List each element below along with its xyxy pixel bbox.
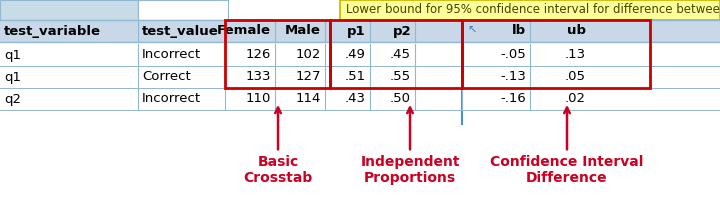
Text: ub: ub — [567, 24, 586, 38]
Text: ↖: ↖ — [467, 26, 477, 36]
Bar — [0, 88, 720, 110]
Text: 114: 114 — [296, 92, 321, 105]
Text: Basic
Crosstab: Basic Crosstab — [243, 108, 312, 185]
Bar — [462, 20, 650, 88]
Bar — [340, 0, 720, 20]
Text: lb: lb — [512, 24, 526, 38]
Text: 102: 102 — [296, 49, 321, 61]
Bar — [0, 66, 720, 88]
Text: .45: .45 — [390, 49, 411, 61]
Text: Male: Male — [285, 24, 321, 38]
Text: .55: .55 — [390, 71, 411, 83]
Text: .02: .02 — [565, 92, 586, 105]
Text: Lower bound for 95% confidence interval for difference between proportions: Lower bound for 95% confidence interval … — [346, 3, 720, 17]
Text: 110: 110 — [246, 92, 271, 105]
Text: 127: 127 — [295, 71, 321, 83]
Text: .05: .05 — [565, 71, 586, 83]
Text: .51: .51 — [345, 71, 366, 83]
Bar — [0, 20, 720, 42]
Text: Female: Female — [217, 24, 271, 38]
Bar — [138, 0, 228, 20]
Text: Independent
Proportions: Independent Proportions — [360, 108, 460, 185]
Bar — [0, 44, 720, 66]
Text: q1: q1 — [4, 49, 21, 61]
Text: 133: 133 — [246, 71, 271, 83]
Text: test_variable: test_variable — [4, 24, 101, 38]
Bar — [0, 0, 138, 20]
Text: p2: p2 — [392, 24, 411, 38]
Text: Confidence Interval
Difference: Confidence Interval Difference — [490, 108, 644, 185]
Text: test_value: test_value — [142, 24, 219, 38]
Text: q1: q1 — [4, 71, 21, 83]
Text: -.16: -.16 — [500, 92, 526, 105]
Bar — [225, 20, 330, 88]
Text: .43: .43 — [345, 92, 366, 105]
Text: Correct: Correct — [142, 71, 191, 83]
Text: .50: .50 — [390, 92, 411, 105]
Bar — [330, 20, 462, 88]
Text: Incorrect: Incorrect — [142, 92, 201, 105]
Text: -.05: -.05 — [500, 49, 526, 61]
Text: q2: q2 — [4, 92, 21, 105]
Text: p1: p1 — [347, 24, 366, 38]
Text: .49: .49 — [345, 49, 366, 61]
Text: -.13: -.13 — [500, 71, 526, 83]
Text: 126: 126 — [246, 49, 271, 61]
Text: Incorrect: Incorrect — [142, 49, 201, 61]
Text: .13: .13 — [565, 49, 586, 61]
